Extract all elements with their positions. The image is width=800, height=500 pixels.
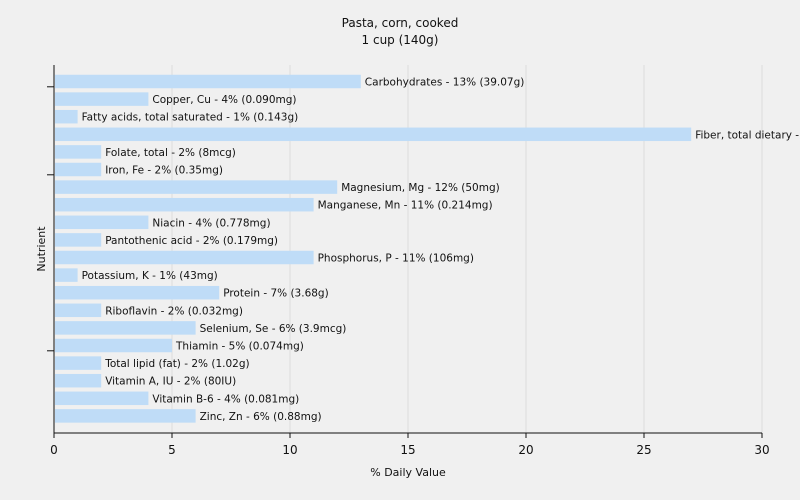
bar-label: Thiamin - 5% (0.074mg) (175, 341, 304, 353)
bar-label: Vitamin A, IU - 2% (80IU) (105, 376, 236, 388)
x-tick-label: 15 (400, 443, 415, 457)
bar-labels-group: Carbohydrates - 13% (39.07g) Copper, Cu -… (82, 77, 800, 423)
bar-label: Magnesium, Mg - 12% (50mg) (341, 182, 500, 194)
bar-label: Manganese, Mn - 11% (0.214mg) (318, 200, 493, 212)
y-axis-title: Nutrient (35, 226, 48, 272)
bar-label: Total lipid (fat) - 2% (1.02g) (104, 358, 249, 370)
bar (55, 409, 196, 423)
bar (55, 373, 102, 388)
bar (55, 127, 692, 142)
gridlines (171, 65, 763, 433)
bars-group (55, 74, 692, 423)
bar-label: Zinc, Zn - 6% (0.88mg) (200, 411, 322, 423)
x-axis-ticks: 0 5 10 15 20 25 30 (50, 433, 770, 457)
x-tick-label: 20 (518, 443, 533, 457)
bar (55, 303, 102, 318)
x-tick-label: 0 (50, 443, 58, 457)
bar (55, 162, 102, 177)
chart-subtitle: 1 cup (140g) (362, 33, 439, 47)
bar (55, 268, 78, 282)
bar-label: Copper, Cu - 4% (0.090mg) (152, 94, 296, 106)
bar-label: Fatty acids, total saturated - 1% (0.143… (82, 112, 299, 124)
bar-label: Potassium, K - 1% (43mg) (82, 270, 218, 282)
bar-label: Selenium, Se - 6% (3.9mcg) (200, 323, 347, 335)
bar (55, 92, 149, 106)
bar (55, 233, 102, 247)
bar (55, 285, 220, 300)
bar (55, 74, 361, 89)
bar (55, 145, 102, 159)
bar-label: Carbohydrates - 13% (39.07g) (365, 77, 525, 89)
bar-label: Vitamin B-6 - 4% (0.081mg) (152, 393, 299, 405)
x-tick-label: 25 (636, 443, 651, 457)
x-tick-label: 5 (168, 443, 176, 457)
bar-label: Protein - 7% (3.68g) (223, 288, 329, 300)
bar (55, 321, 196, 335)
bar (55, 197, 314, 212)
bar-label: Pantothenic acid - 2% (0.179mg) (105, 235, 278, 247)
bar (55, 338, 172, 353)
bar-label: Folate, total - 2% (8mcg) (105, 147, 236, 159)
bar-label: Fiber, total dietary - 27% (6.7g) (695, 129, 800, 141)
bar (55, 109, 78, 124)
bar (55, 180, 338, 194)
bar-label: Iron, Fe - 2% (0.35mg) (105, 165, 223, 177)
bar (55, 356, 102, 370)
x-tick-label: 30 (754, 443, 769, 457)
chart-title: Pasta, corn, cooked (342, 16, 459, 30)
bar-label: Niacin - 4% (0.778mg) (152, 217, 270, 229)
bar-label: Phosphorus, P - 11% (106mg) (318, 253, 474, 265)
bar (55, 391, 149, 406)
bar (55, 250, 314, 265)
y-axis-ticks (47, 86, 54, 352)
x-axis-title: % Daily Value (370, 466, 446, 479)
x-tick-label: 10 (282, 443, 297, 457)
bar-label: Riboflavin - 2% (0.032mg) (105, 305, 243, 317)
bar (55, 215, 149, 230)
